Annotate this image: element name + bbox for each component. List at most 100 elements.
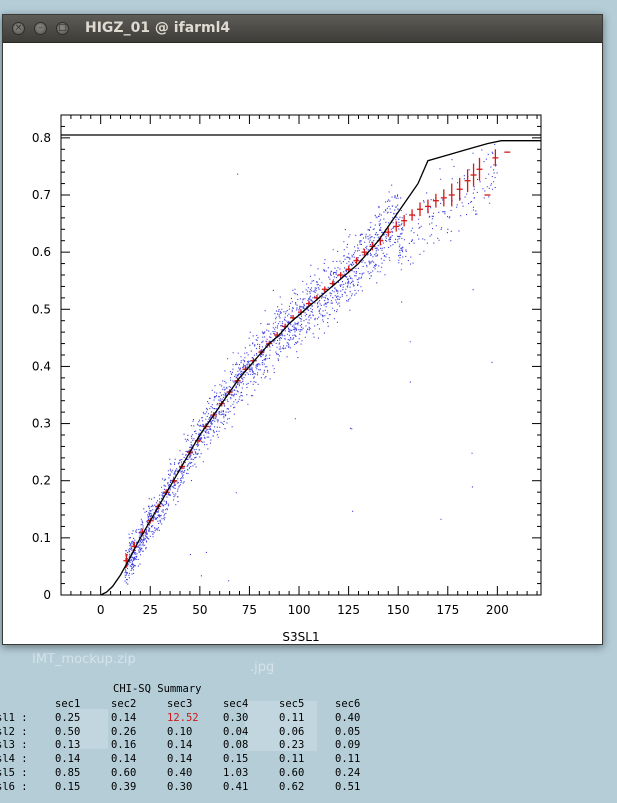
table-cell: 0.14	[55, 753, 81, 766]
table-cell: 0.23	[279, 739, 305, 752]
table-cell: 0.11	[335, 753, 361, 766]
table-cell: 0.40	[335, 712, 361, 724]
summary-title: CHI-SQ Summary	[113, 683, 202, 695]
table-cell: 0.16	[111, 739, 137, 752]
y-tick-label: 0.2	[32, 474, 51, 488]
x-tick-label: 75	[242, 603, 257, 617]
y-tick-label: 0.3	[32, 417, 51, 431]
profile-point	[321, 286, 328, 293]
column-header: sec1	[55, 698, 81, 710]
x-tick-label: 50	[192, 603, 207, 617]
table-cell: 0.60	[279, 766, 305, 779]
x-tick-label: 0	[97, 603, 105, 617]
table-cell: 0.08	[223, 739, 249, 752]
table-cell: 0.60	[111, 766, 137, 779]
higz-window: × – □ HIGZ_01 @ ifarml4 0 25 50 75 100 125 150…	[2, 14, 603, 645]
table-cell: 0.15	[223, 753, 249, 766]
table-cell: 0.25	[55, 712, 81, 724]
plot-area: 0 25 50 75 100 125 150 175 200 0 0.1 0.2 0.3 0.4 0.5 0.…	[3, 43, 602, 644]
table-cell: 0.14	[167, 739, 193, 752]
profile-point	[492, 149, 499, 167]
window-title: HIGZ_01 @ ifarml4	[85, 20, 231, 36]
x-tick-label: 200	[486, 603, 509, 617]
row-label: sl5 :	[0, 766, 28, 779]
table-cell: 1.03	[223, 766, 249, 779]
table-cell: 0.14	[111, 712, 137, 724]
desktop-file-label[interactable]: IMT_mockup.zip	[32, 652, 136, 667]
table-cell: 0.04	[223, 725, 249, 738]
table-cell: 0.11	[279, 712, 305, 724]
profile-point	[448, 183, 455, 207]
profile-point	[417, 202, 424, 217]
y-tick-label: 0	[43, 588, 51, 602]
profile-point	[393, 221, 400, 232]
table-cell: 0.30	[223, 712, 249, 724]
table-cell: 0.51	[335, 780, 361, 793]
profile-point	[440, 189, 447, 207]
row-label: sl3 :	[0, 739, 28, 752]
table-cell: 0.85	[55, 766, 81, 779]
column-header: sec2	[111, 698, 137, 710]
column-header: sec4	[223, 698, 249, 710]
table-cell: 0.14	[167, 753, 193, 766]
profile-point	[353, 257, 360, 265]
profile-point	[464, 169, 471, 193]
y-tick-label: 0.7	[32, 188, 51, 202]
y-tick-label: 0.5	[32, 302, 51, 316]
table-cell: 0.50	[55, 725, 81, 738]
profile-point	[361, 248, 368, 256]
table-cell: 0.11	[279, 753, 305, 766]
profile-point	[476, 157, 483, 181]
table-cell: 0.40	[167, 766, 193, 779]
y-tick-label: 0.1	[32, 531, 51, 545]
profile-point	[424, 199, 431, 214]
desktop-file-label[interactable]: .jpg	[250, 660, 275, 675]
table-cell: 0.62	[279, 780, 305, 793]
x-tick-label: 175	[436, 603, 459, 617]
row-label: sl2 :	[0, 725, 28, 738]
profile-point	[337, 272, 344, 278]
table-cell: 0.15	[55, 780, 81, 793]
table-cell: 0.24	[335, 766, 361, 779]
profile-point	[432, 193, 439, 208]
profile-point	[305, 300, 312, 307]
highlighted-value: 12.52	[167, 712, 199, 724]
y-tick-label: 0.8	[32, 131, 51, 145]
window-titlebar[interactable]: × – □ HIGZ_01 @ ifarml4	[3, 15, 602, 43]
x-tick-label: 25	[143, 603, 158, 617]
column-header: sec5	[279, 698, 305, 710]
x-tick-label: 150	[387, 603, 410, 617]
profile-point	[369, 242, 376, 251]
table-cell: 0.10	[167, 725, 193, 738]
table-cell: 0.09	[335, 739, 361, 752]
row-label: sl6 :	[0, 780, 28, 793]
plot-frame	[60, 114, 542, 596]
close-icon[interactable]: ×	[12, 22, 25, 35]
chi-sq-summary: CHI-SQ Summary sec1 sec2 sec3 sec4 sec5 sec6 s…	[0, 683, 617, 803]
profile-point	[385, 227, 392, 237]
table-cell: 0.14	[111, 753, 137, 766]
x-tick-label: 125	[337, 603, 360, 617]
table-cell: 0.41	[223, 780, 249, 793]
scatter-points	[124, 143, 498, 585]
x-axis-label: S3SL1	[282, 630, 319, 643]
row-label: sl4 :	[0, 753, 28, 766]
y-tick-label: 0.6	[32, 245, 51, 259]
scatter-plot: 0 25 50 75 100 125 150 175 200 0 0.1 0.2 0.3 0.4 0.5 0.…	[32, 114, 542, 644]
profile-point	[401, 215, 408, 227]
table-cell: 0.05	[335, 725, 361, 738]
x-tick-label: 100	[288, 603, 311, 617]
profile-point	[470, 163, 477, 187]
table-cell: 0.30	[167, 780, 193, 793]
maximize-icon[interactable]: □	[56, 22, 69, 35]
profile-point	[456, 177, 463, 201]
y-tick-label: 0.4	[32, 359, 51, 373]
fit-curve	[100, 140, 541, 596]
column-header: sec6	[335, 698, 361, 710]
profile-point	[409, 209, 416, 221]
table-cell: 0.26	[111, 725, 137, 738]
minimize-icon[interactable]: –	[34, 22, 47, 35]
table-cell: 0.06	[279, 725, 305, 738]
row-label: sl1 :	[0, 712, 28, 724]
table-cell: 0.39	[111, 780, 137, 793]
